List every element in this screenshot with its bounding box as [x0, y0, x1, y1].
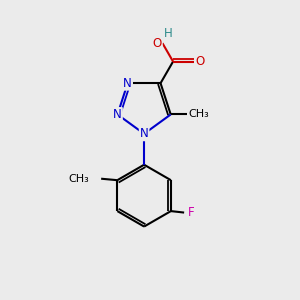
Text: H: H	[164, 27, 172, 40]
Text: CH₃: CH₃	[69, 174, 89, 184]
Text: N: N	[113, 108, 122, 121]
Text: O: O	[152, 37, 162, 50]
Text: CH₃: CH₃	[188, 110, 209, 119]
Text: O: O	[196, 55, 205, 68]
Text: N: N	[123, 77, 132, 90]
Text: N: N	[140, 127, 148, 140]
Text: F: F	[188, 206, 195, 219]
